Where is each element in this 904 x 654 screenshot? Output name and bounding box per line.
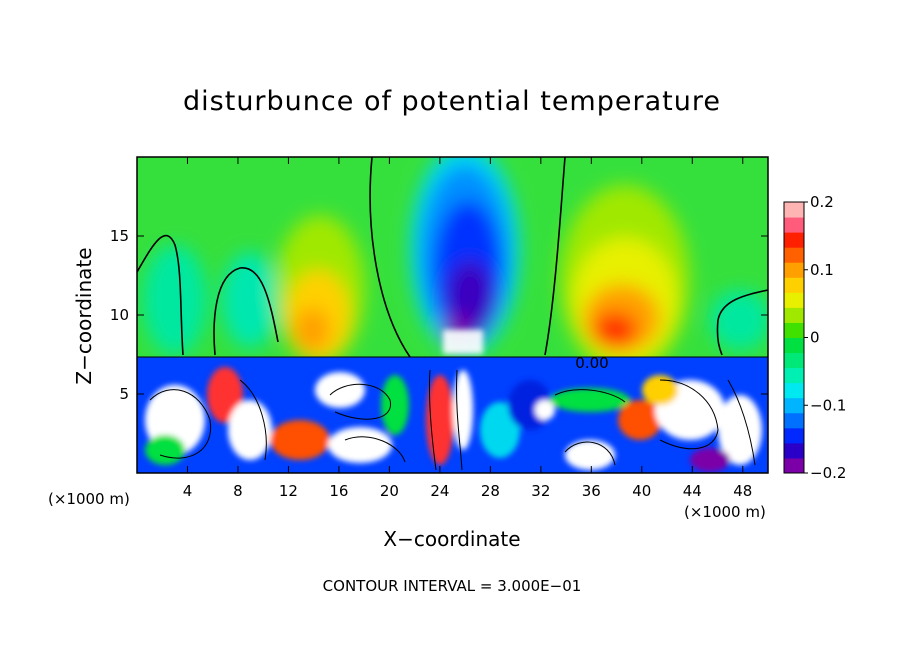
colorbar-swatch: [784, 352, 804, 369]
x-tick-label: 32: [531, 482, 550, 500]
colorbar-swatch: [784, 262, 804, 278]
colorbar-swatch: [784, 427, 804, 444]
x-tick-label: 20: [380, 482, 399, 500]
heatmap-field: [137, 157, 768, 473]
contour-interval-note: CONTOUR INTERVAL = 3.000E−01: [322, 577, 582, 595]
colorbar-swatch: [784, 367, 804, 384]
colorbar-swatch: [784, 217, 804, 233]
chart-title: disturbunce of potential temperature: [183, 86, 721, 117]
colorbar-swatch: [784, 322, 804, 338]
x-unit-label-right: (×1000 m): [684, 503, 766, 521]
x-tick-label: 4: [183, 482, 193, 500]
x-tick-label: 28: [481, 482, 500, 500]
colorbar-tick-label: 0: [810, 329, 820, 347]
colorbar-tick-label: 0.1: [810, 261, 834, 279]
y-tick-label: 5: [119, 385, 129, 403]
colorbar: 0.2 0.1 0 −0.1 −0.2: [783, 193, 846, 482]
colorbar-swatch: [784, 202, 804, 218]
y-axis-label: Z−coordinate: [72, 247, 96, 385]
x-axis: 4 8 12 16 20 24 28 32 36 40 44 48: [183, 157, 752, 500]
colorbar-swatch: [784, 457, 804, 474]
colorbar-swatch: [784, 292, 804, 308]
y-tick-label: 15: [110, 227, 129, 245]
x-axis-label: X−coordinate: [383, 527, 521, 551]
x-tick-label: 8: [233, 482, 243, 500]
x-tick-label: 44: [683, 482, 702, 500]
colorbar-swatch: [784, 382, 804, 399]
colorbar-swatch: [784, 277, 804, 293]
x-tick-label: 24: [430, 482, 449, 500]
contour-label: 0.00: [575, 354, 608, 372]
colorbar-tick-label: −0.1: [810, 396, 846, 414]
colorbar-swatch: [784, 412, 804, 429]
colorbar-swatch: [784, 337, 804, 354]
y-axis: 5 10 15: [110, 227, 768, 403]
x-tick-label: 48: [733, 482, 752, 500]
x-tick-label: 16: [329, 482, 348, 500]
colorbar-swatch: [784, 247, 804, 263]
x-tick-label: 36: [582, 482, 601, 500]
colorbar-swatch: [784, 397, 804, 414]
x-tick-label: 40: [632, 482, 651, 500]
colorbar-swatch: [784, 232, 804, 248]
colorbar-tick-label: 0.2: [810, 193, 834, 211]
x-tick-label: 12: [279, 482, 298, 500]
contour-lines: [136, 156, 769, 358]
contour-lines-lower: [149, 369, 756, 471]
x-unit-label-left: (×1000 m): [48, 490, 130, 508]
contour-label-layer: 0.00: [575, 354, 608, 372]
colorbar-tick-label: −0.2: [810, 464, 846, 482]
colorbar-swatch: [784, 307, 804, 323]
colorbar-swatch: [784, 442, 804, 459]
y-tick-label: 10: [110, 306, 129, 324]
